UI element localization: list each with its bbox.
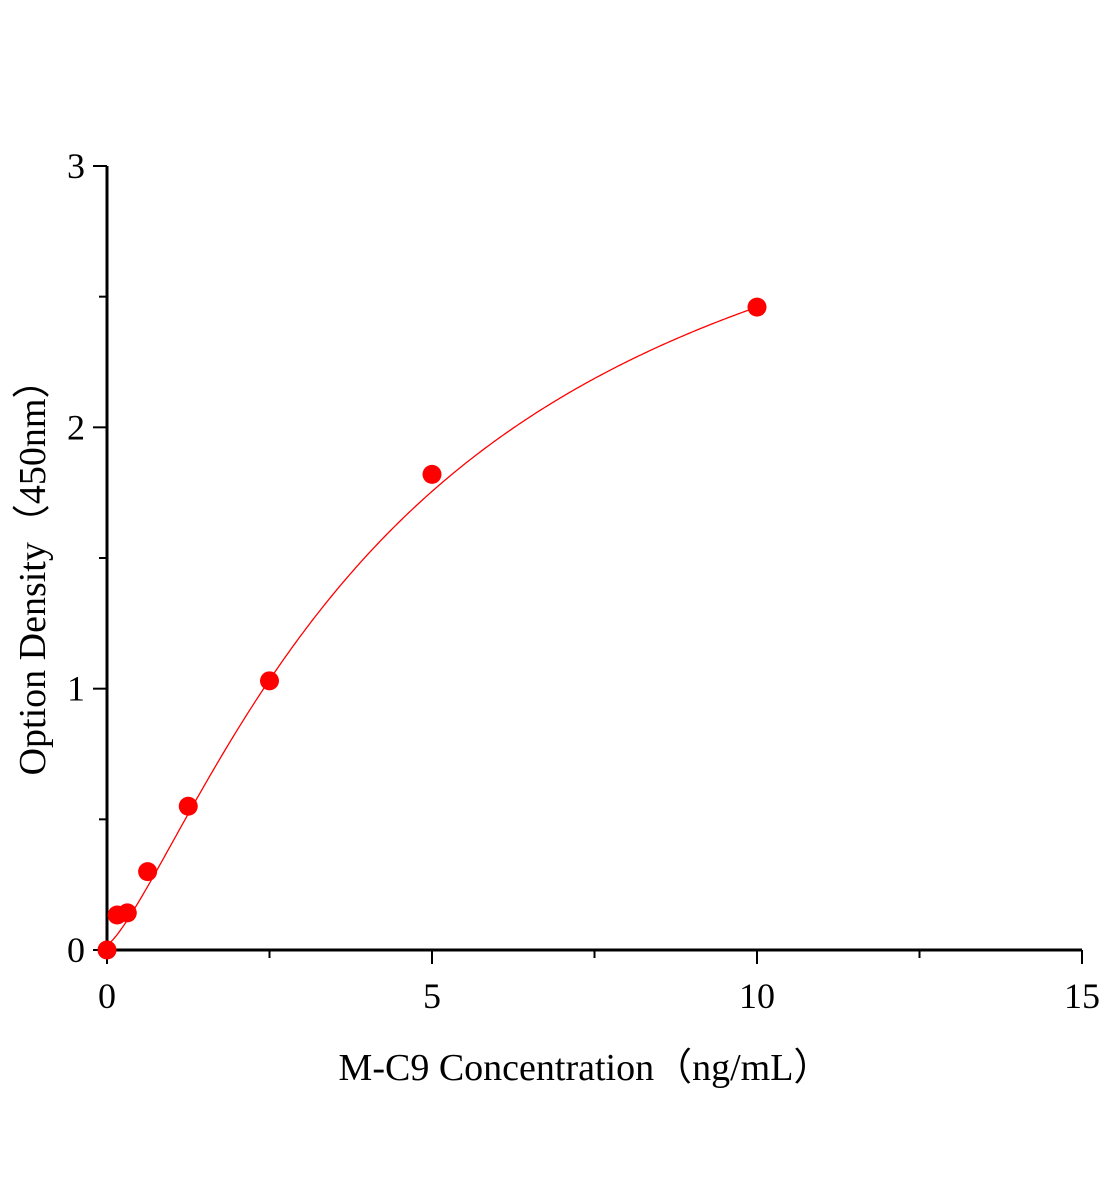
data-point [422, 464, 442, 484]
x-axis-label: M-C9 Concentration（ng/mL） [339, 1047, 832, 1089]
data-point [138, 862, 158, 882]
data-point [178, 796, 198, 816]
y-tick-label: 2 [67, 407, 85, 447]
x-tick-label: 0 [98, 976, 116, 1016]
y-tick-label: 3 [67, 146, 85, 186]
x-tick-label: 15 [1064, 976, 1100, 1016]
y-axis-label: Option Density（450nm） [12, 361, 54, 776]
x-tick-label: 5 [423, 976, 441, 1016]
data-points [97, 297, 767, 960]
data-point [260, 671, 279, 691]
y-tick-label: 0 [67, 930, 85, 970]
x-tick-label: 10 [739, 976, 775, 1016]
fit-curve [106, 306, 758, 946]
data-point [747, 297, 767, 317]
y-tick-label: 1 [67, 669, 85, 709]
data-point [117, 903, 137, 923]
axes [93, 165, 1083, 964]
data-point [97, 940, 117, 960]
tick-labels: 0 5 10 15 0 1 2 3 [67, 146, 1100, 1016]
